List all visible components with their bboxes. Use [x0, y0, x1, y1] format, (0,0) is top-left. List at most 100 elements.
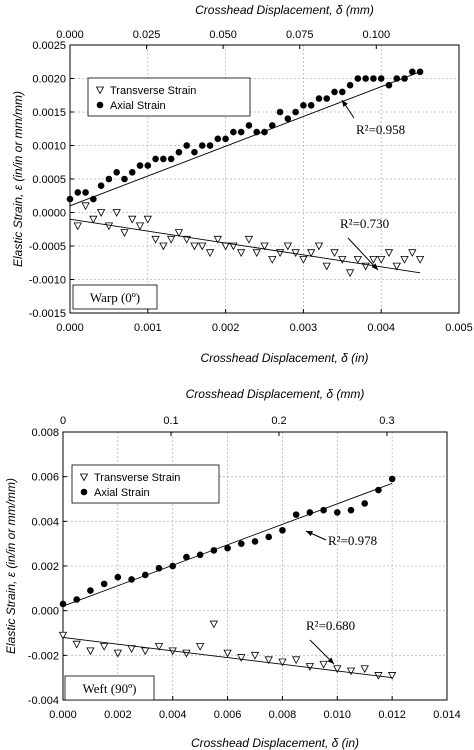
legend: Transverse Strain Axial Strain	[87, 77, 251, 117]
data-point-transverse	[408, 249, 417, 258]
data-point-transverse	[377, 255, 386, 264]
data-point-transverse	[236, 249, 246, 258]
data-point-axial	[224, 544, 231, 552]
data-point-axial	[377, 75, 385, 82]
orientation-label: Warp (0º)	[90, 290, 140, 305]
data-point-axial	[183, 553, 190, 561]
x-tick-label: 0.000	[49, 709, 77, 721]
data-point-axial	[97, 182, 105, 189]
data-point-transverse	[384, 249, 394, 258]
legend-marker-axial	[96, 101, 104, 109]
x-tick-label: 0.000	[56, 322, 84, 334]
data-point-transverse	[166, 235, 176, 244]
arrow-head	[306, 531, 313, 537]
data-point-axial	[191, 148, 198, 156]
y-axis-label: Elastic Strain, ε (in/in or mm/mm)	[11, 91, 25, 267]
series-transverse	[69, 202, 425, 278]
data-point-axial	[331, 88, 338, 96]
x2-tick-label: 0.3	[379, 415, 394, 427]
x2-tick-label: 0.050	[209, 29, 237, 41]
data-point-axial	[315, 95, 323, 102]
chart-panel-1: 0.000 0.001 0.002 0.003 0.004 0.005 -0.0015 -0.…	[11, 3, 473, 365]
data-point-transverse	[141, 647, 150, 656]
arrow-head	[327, 657, 334, 664]
data-point-transverse	[96, 209, 106, 217]
data-point-axial	[361, 500, 369, 507]
data-point-transverse	[86, 647, 95, 656]
y-tick-label: 0.0020	[32, 74, 66, 86]
legend-label-transverse: Transverse Strain	[110, 85, 196, 97]
data-point-axial	[87, 587, 94, 594]
data-point-axial	[198, 142, 206, 149]
data-point-transverse	[369, 255, 378, 264]
y-tick-label: 0.0010	[32, 141, 66, 153]
data-point-transverse	[264, 656, 273, 665]
legend-marker-transverse	[79, 473, 89, 482]
y-tick-label: 0.002	[31, 561, 59, 573]
legend-box	[71, 464, 220, 504]
data-point-axial	[375, 486, 382, 494]
y-tick-label: -0.002	[28, 650, 59, 662]
x2-axis-label: Crosshead Displacement, δ (mm)	[195, 3, 374, 17]
data-point-axial	[276, 108, 284, 116]
data-point-transverse	[182, 235, 191, 244]
data-point-axial	[113, 169, 120, 176]
series-transverse	[58, 620, 397, 680]
data-point-transverse	[89, 215, 98, 224]
r2-annotation-axial: R²=0.978	[328, 533, 377, 548]
data-point-transverse	[291, 656, 301, 665]
r2-annotation-transverse: R²=0.680	[306, 618, 355, 633]
orientation-label: Weft (90º)	[83, 681, 137, 696]
data-point-transverse	[182, 649, 191, 658]
y-axis-label: Elastic Strain, ε (in/in or mm/mm)	[4, 478, 18, 654]
x2-axis-label: Crosshead Displacement, δ (mm)	[186, 387, 365, 401]
legend-label-transverse: Transverse Strain	[94, 472, 180, 484]
x-tick-label: 0.002	[212, 322, 240, 334]
data-point-axial	[160, 155, 167, 163]
data-point-transverse	[330, 249, 339, 258]
data-point-transverse	[99, 643, 109, 651]
data-point-transverse	[127, 645, 136, 653]
data-point-transverse	[314, 242, 324, 251]
plot-frame	[69, 44, 460, 314]
data-point-axial	[206, 142, 214, 149]
data-point-transverse	[209, 620, 219, 629]
data-point-transverse	[305, 663, 315, 671]
data-point-transverse	[387, 672, 397, 680]
data-point-transverse	[400, 255, 409, 264]
data-point-transverse	[135, 222, 145, 231]
fit-line	[62, 637, 393, 679]
legend-box	[87, 77, 251, 117]
orientation-box	[72, 284, 158, 310]
data-point-axial	[66, 195, 74, 203]
data-point-axial	[100, 580, 108, 588]
legend: Transverse Strain Axial Strain	[71, 464, 220, 504]
data-point-transverse	[198, 242, 207, 251]
data-point-axial	[306, 509, 314, 516]
plot-frame	[62, 431, 448, 701]
data-point-transverse	[250, 651, 260, 660]
data-point-transverse	[58, 631, 68, 640]
y-tick-label: 0.006	[31, 472, 59, 484]
data-point-axial	[114, 573, 122, 581]
data-point-axial	[230, 128, 237, 136]
x2-tick-label: 0.100	[363, 29, 391, 41]
data-point-axial	[105, 175, 113, 183]
data-point-axial	[144, 162, 152, 169]
data-point-transverse	[174, 229, 184, 237]
data-point-transverse	[112, 209, 121, 217]
y-tick-label: -0.0010	[29, 275, 66, 287]
x-tick-label: 0.003	[290, 322, 318, 334]
data-point-transverse	[299, 255, 308, 264]
x-tick-label: 0.004	[159, 709, 187, 721]
y-tick-label: -0.004	[28, 695, 59, 707]
data-point-axial	[175, 148, 183, 156]
x2-tick-label: 0.025	[133, 29, 161, 41]
data-point-axial	[183, 142, 190, 149]
data-point-transverse	[392, 262, 401, 271]
x-tick-label: 0.006	[214, 709, 242, 721]
data-point-transverse	[195, 643, 205, 651]
data-point-transverse	[159, 242, 168, 251]
data-point-transverse	[322, 262, 331, 271]
data-point-axial	[307, 102, 315, 109]
